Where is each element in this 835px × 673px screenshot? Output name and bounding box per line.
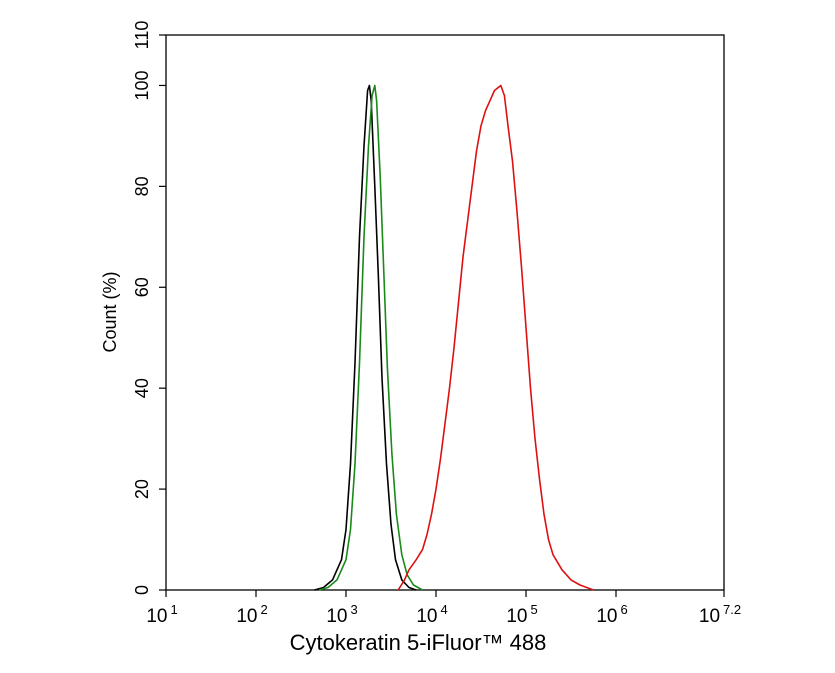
x-tick-exponent: 5 (530, 602, 537, 617)
x-tick-label: 10 1 (146, 602, 177, 627)
x-tick-exponent: 6 (620, 602, 627, 617)
x-axis-label: Cytokeratin 5-iFluor™ 488 (290, 630, 547, 655)
x-tick-base: 10 (416, 606, 437, 627)
x-tick-label: 10 4 (416, 602, 447, 627)
y-axis-label: Count (%) (100, 271, 120, 352)
plot-frame (165, 34, 725, 591)
x-tick-base: 10 (146, 606, 167, 627)
y-tick-label: 40 (132, 378, 152, 398)
histogram-line-1 (314, 84, 417, 591)
x-tick-exponent: 1 (170, 602, 177, 617)
histogram-line-2 (318, 84, 423, 591)
x-tick-base: 10 (506, 606, 527, 627)
x-tick-base: 10 (326, 606, 347, 627)
x-tick-base: 10 (596, 606, 617, 627)
x-tick-label: 10 6 (596, 602, 627, 627)
x-tick-base: 10 (699, 606, 720, 627)
histogram-line-3 (397, 84, 594, 591)
x-tick-exponent: 4 (440, 602, 447, 617)
x-tick-exponent: 3 (350, 602, 357, 617)
y-tick-label: 100 (132, 70, 152, 100)
x-tick-label: 10 2 (236, 602, 267, 627)
y-tick-label: 80 (132, 176, 152, 196)
y-tick-label: 0 (132, 585, 152, 595)
x-tick-label: 10 5 (506, 602, 537, 627)
x-tick-exponent: 2 (260, 602, 267, 617)
y-tick-label: 60 (132, 277, 152, 297)
x-tick-label: 10 7.2 (699, 602, 741, 627)
x-tick-label: 10 3 (326, 602, 357, 627)
y-tick-label: 110 (132, 21, 152, 50)
series-layer (314, 84, 594, 591)
x-tick-base: 10 (236, 606, 257, 627)
y-tick-label: 20 (132, 479, 152, 499)
x-tick-exponent: 7.2 (723, 602, 741, 617)
